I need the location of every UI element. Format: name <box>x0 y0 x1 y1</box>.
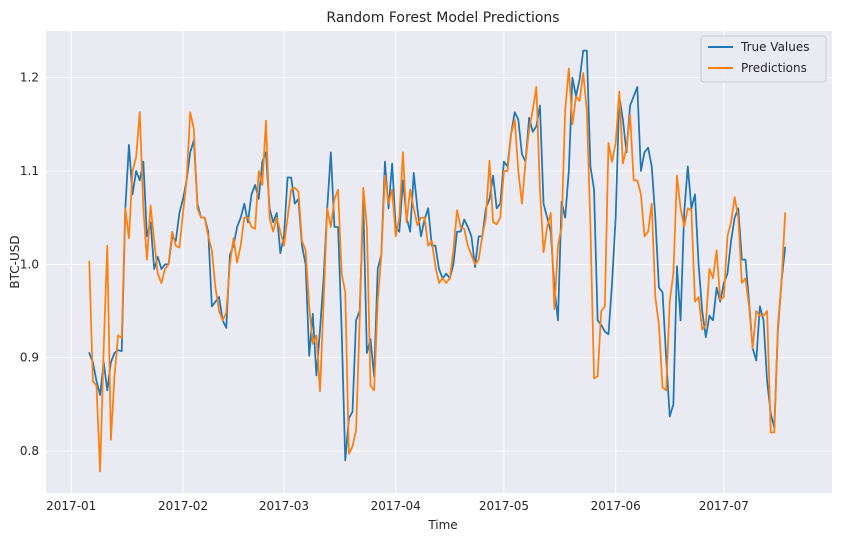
x-tick-label: 2017-07 <box>699 499 749 513</box>
y-tick-label: 0.9 <box>20 351 39 365</box>
x-tick-label: 2017-01 <box>46 499 96 513</box>
x-tick-label: 2017-03 <box>259 499 309 513</box>
x-axis-label: Time <box>427 518 457 532</box>
x-tick-label: 2017-02 <box>158 499 208 513</box>
y-axis-ticks: 0.8 0.9 1.0 1.1 1.2 <box>20 71 39 458</box>
x-tick-label: 2017-04 <box>371 499 421 513</box>
legend: True Values Predictions <box>700 35 827 83</box>
y-tick-label: 1.2 <box>20 71 39 85</box>
series-lines <box>88 49 787 473</box>
y-tick-label: 1.0 <box>20 257 39 271</box>
legend-label-predictions: Predictions <box>741 61 807 75</box>
x-tick-label: 2017-05 <box>479 499 529 513</box>
legend-label-true-values: True Values <box>740 40 810 54</box>
y-tick-label: 1.1 <box>20 164 39 178</box>
x-tick-label: 2017-06 <box>591 499 641 513</box>
x-axis-ticks: 2017-01 2017-02 2017-03 2017-04 2017-05 2017-… <box>46 499 749 513</box>
y-tick-label: 0.8 <box>20 444 39 458</box>
chart-title: Random Forest Model Predictions <box>326 10 559 26</box>
y-axis-label: BTC-USD <box>8 235 22 288</box>
plot-area <box>46 31 832 493</box>
series-line-predictions <box>88 67 787 473</box>
